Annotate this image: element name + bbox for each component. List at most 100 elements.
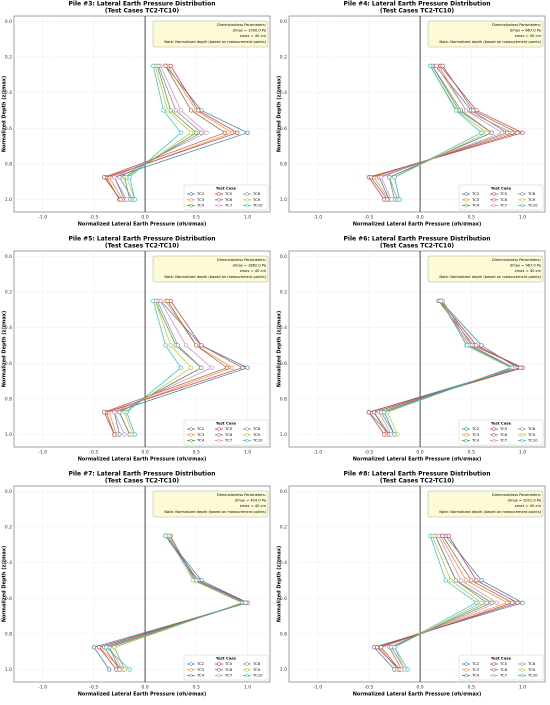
data-point: [91, 645, 96, 650]
legend-marker: [189, 433, 193, 437]
y-axis-label: Normalized Depth (z/zmax): [277, 76, 283, 153]
data-point: [379, 645, 384, 650]
data-point: [392, 175, 397, 180]
x-tick-label: 0.0: [416, 450, 423, 456]
data-point: [132, 432, 137, 437]
data-point: [132, 197, 137, 202]
plot-area: [13, 250, 271, 448]
legend-label: TC6: [499, 197, 508, 202]
x-axis-label: Normalized Lateral Earth Pressure (σh/σm…: [78, 222, 206, 228]
legend-marker: [245, 203, 249, 208]
data-point: [458, 578, 464, 583]
data-point: [175, 343, 180, 348]
data-point: [479, 343, 484, 348]
legend-box: [458, 654, 544, 681]
legend-label: TC8: [527, 191, 536, 196]
chart-subtitle: (Test Cases TC2-TC10): [380, 8, 455, 15]
data-point: [515, 130, 520, 135]
legend-label: TC4: [196, 673, 205, 678]
legend-title: Test Case: [216, 186, 237, 191]
y-tick-label: 0.2: [280, 289, 287, 295]
legend-label: TC8: [527, 661, 536, 666]
x-tick-label: 0.5: [468, 685, 475, 691]
chart-title: Pile #6: Lateral Earth Pressure Distribu…: [344, 236, 491, 243]
plot-area: [288, 250, 546, 448]
legend-label: TC8: [252, 661, 261, 666]
legend-marker: [464, 433, 468, 437]
data-point: [387, 175, 392, 180]
legend-label: TC9: [527, 667, 536, 672]
legend-label: TC6: [224, 667, 233, 672]
legend-marker: [492, 668, 496, 672]
legend-marker: [464, 662, 468, 666]
annotation-text: σmax = 667.0 Pa: [510, 29, 541, 33]
legend-box: [458, 419, 544, 446]
plot-area: [13, 485, 271, 683]
legend-marker: [245, 427, 249, 431]
legend-marker: [520, 668, 524, 672]
x-tick-label: -1.0: [313, 685, 322, 691]
data-point: [235, 130, 240, 135]
y-axis-label: Normalized Depth (z/zmax): [277, 546, 283, 623]
annotation-text: Dimensionless Parameters:: [217, 23, 266, 27]
y-tick-label: 0.0: [5, 254, 12, 260]
y-tick-label: 0.6: [280, 126, 287, 132]
legend-marker: [464, 427, 468, 431]
legend-marker: [189, 427, 193, 431]
data-point: [464, 108, 469, 113]
data-point: [178, 130, 184, 135]
data-point: [405, 667, 410, 672]
chart-panel: Pile #5: Lateral Earth Pressure Distribu…: [2, 236, 271, 463]
x-tick-label: 1.0: [519, 685, 526, 691]
chart-subtitle: (Test Cases TC2-TC10): [105, 8, 180, 15]
plot-area: [288, 15, 546, 213]
annotation-text: Dimensionless Parameters:: [492, 258, 541, 262]
data-point: [474, 343, 479, 348]
data-point: [194, 343, 199, 348]
data-point: [479, 578, 484, 583]
annotation-text: zmax = 40 cm: [240, 34, 267, 38]
data-point: [499, 130, 505, 135]
y-tick-label: 0.8: [5, 396, 12, 402]
legend-label: TC4: [471, 438, 480, 443]
legend-marker: [464, 192, 468, 196]
legend-marker: [189, 673, 193, 678]
data-point: [474, 578, 479, 583]
data-point: [453, 578, 459, 583]
data-point: [104, 645, 109, 650]
legend-label: TC2: [471, 191, 480, 196]
legend-label: TC7: [224, 673, 233, 678]
legend-label: TC3: [196, 197, 205, 202]
y-tick-label: 0.0: [280, 19, 287, 25]
data-point: [446, 533, 451, 538]
legend-marker: [492, 662, 496, 666]
legend-marker: [217, 203, 221, 208]
legend-label: TC9: [252, 667, 261, 672]
annotation-text: Note: Normalized depth (based on measure…: [164, 40, 266, 44]
y-tick-label: 0.0: [5, 19, 12, 25]
legend-marker: [189, 192, 193, 196]
legend-label: TC2: [196, 426, 205, 431]
y-axis-label: Normalized Depth (z/zmax): [277, 311, 283, 388]
y-tick-label: 1.0: [5, 667, 12, 673]
legend-box: [458, 184, 544, 211]
data-point: [102, 175, 107, 180]
chart-panel: Pile #3: Lateral Earth Pressure Distribu…: [2, 1, 271, 228]
data-point: [520, 600, 525, 605]
x-tick-label: -1.0: [313, 450, 322, 456]
y-tick-label: 0.0: [280, 489, 287, 495]
legend-marker: [492, 198, 496, 202]
annotation-text: zmax = 40 cm: [240, 504, 267, 508]
legend-label: TC10: [252, 673, 263, 678]
data-point: [209, 365, 214, 370]
legend-label: TC10: [527, 438, 538, 443]
legend-marker: [245, 438, 249, 443]
data-point: [243, 600, 248, 605]
annotation-box: [427, 255, 544, 283]
data-point: [163, 533, 168, 538]
legend-marker: [217, 433, 221, 437]
data-point: [464, 578, 469, 583]
legend-title: Test Case: [491, 656, 512, 661]
x-tick-label: -0.5: [364, 685, 373, 691]
annotation-text: Dimensionless Parameters:: [217, 258, 266, 262]
